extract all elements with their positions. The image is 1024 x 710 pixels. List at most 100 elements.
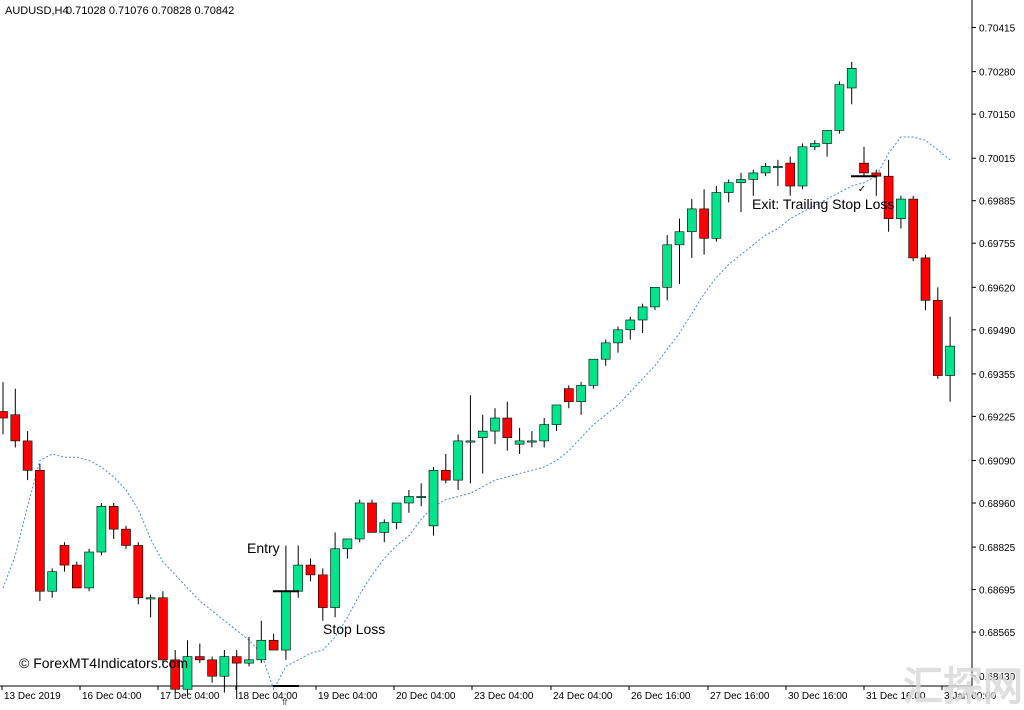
candle	[244, 636, 254, 667]
bear-candle-body	[563, 388, 574, 402]
bear-candle-body	[133, 545, 144, 599]
candle	[551, 404, 562, 432]
y-tick-label: 0.70015	[979, 154, 1016, 165]
bear-candle-body	[121, 528, 131, 546]
candle	[391, 502, 402, 530]
candle	[231, 650, 242, 700]
bull-candle-body	[404, 496, 414, 504]
bull-candle-body	[145, 597, 156, 600]
candle	[428, 467, 439, 536]
candle	[379, 519, 390, 543]
bull-candle-body	[244, 659, 254, 664]
candle	[588, 358, 599, 389]
candle	[108, 502, 119, 539]
bear-candle-body	[0, 411, 8, 419]
bull-candle-body	[453, 440, 463, 481]
bull-candle-body	[625, 319, 636, 331]
y-tick-label: 0.69885	[979, 197, 1016, 208]
candle	[896, 195, 906, 229]
candle	[22, 431, 33, 481]
y-tick-label: 0.69490	[979, 326, 1016, 337]
bull-candle-body	[514, 440, 525, 445]
candle	[84, 548, 94, 592]
bull-candle-body	[809, 143, 820, 148]
candle	[563, 385, 574, 409]
bull-candle-body	[182, 656, 193, 690]
candle	[809, 140, 820, 151]
candle	[182, 640, 193, 696]
candle	[490, 408, 500, 445]
bull-candle-body	[797, 146, 808, 187]
candle	[72, 561, 82, 589]
candle	[748, 169, 759, 196]
bull-candle-body	[600, 342, 611, 360]
bull-candle-body	[281, 590, 291, 651]
bear-candle-body	[108, 505, 119, 530]
bear-candle-body	[502, 417, 513, 438]
x-tick-label: 3 Jan 00:00	[944, 691, 997, 702]
candle	[908, 195, 919, 262]
y-tick-label: 0.69090	[979, 457, 1016, 468]
bull-candle-body	[330, 548, 340, 608]
candle	[440, 453, 451, 484]
candle	[662, 235, 673, 301]
y-tick-label: 0.68565	[979, 628, 1016, 639]
x-tick-label: 30 Dec 16:00	[788, 691, 848, 702]
y-tick-label: 0.69225	[979, 412, 1016, 423]
x-tick-label: 19 Dec 04:00	[318, 691, 378, 702]
candle	[477, 414, 488, 474]
bear-candle-body	[158, 597, 168, 661]
bull-candle-body	[613, 329, 623, 344]
ohlc-values: 0.71028 0.71076 0.70828 0.70842	[66, 5, 234, 17]
bear-candle-body	[35, 470, 45, 592]
bear-candle-body	[207, 659, 217, 677]
x-tick-label: 26 Dec 16:00	[631, 691, 691, 702]
candle	[822, 130, 832, 157]
bull-candle-body	[416, 496, 427, 498]
bear-candle-body	[883, 175, 894, 219]
bull-candle-body	[527, 440, 537, 443]
candle	[859, 146, 869, 177]
y-tick-label: 0.70280	[979, 68, 1016, 79]
check-icon: ✓	[858, 184, 866, 195]
candle	[650, 287, 660, 311]
bear-candle-body	[367, 502, 377, 533]
candle	[317, 568, 328, 621]
candle	[35, 463, 45, 602]
x-tick-label: 27 Dec 16:00	[710, 691, 770, 702]
candle	[330, 532, 340, 618]
candle	[416, 483, 427, 507]
x-tick-label: 31 Dec 16:00	[866, 691, 926, 702]
bull-candle-body	[256, 639, 267, 661]
bull-candle-body	[674, 231, 685, 246]
candle	[453, 434, 463, 490]
candle	[514, 427, 525, 454]
bull-candle-body	[650, 287, 660, 308]
bull-candle-body	[896, 198, 906, 219]
bull-candle-body	[686, 208, 697, 233]
bull-candle-body	[588, 358, 599, 386]
y-tick-label: 0.69620	[979, 283, 1016, 294]
candle	[613, 326, 623, 353]
candle	[674, 218, 685, 285]
bull-candle-body	[477, 430, 488, 438]
candle	[367, 499, 377, 533]
candle	[637, 303, 648, 334]
bull-candle-body	[736, 179, 746, 184]
bear-candle-body	[72, 564, 82, 589]
candle	[760, 163, 771, 177]
candle	[96, 502, 107, 556]
candle	[121, 525, 131, 549]
x-tick-label: 17 Dec 04:00	[160, 691, 220, 702]
candle	[736, 172, 746, 213]
y-tick-label: 0.68960	[979, 499, 1016, 510]
bull-candle-body	[293, 564, 304, 592]
bull-candle-body	[342, 538, 353, 550]
bear-candle-body	[268, 639, 279, 651]
y-tick-label: 0.68825	[979, 543, 1016, 554]
x-tick-label: 18 Dec 04:00	[238, 691, 298, 702]
candle	[195, 643, 205, 664]
y-tick-label: 0.70415	[979, 24, 1016, 35]
candle	[625, 316, 636, 340]
